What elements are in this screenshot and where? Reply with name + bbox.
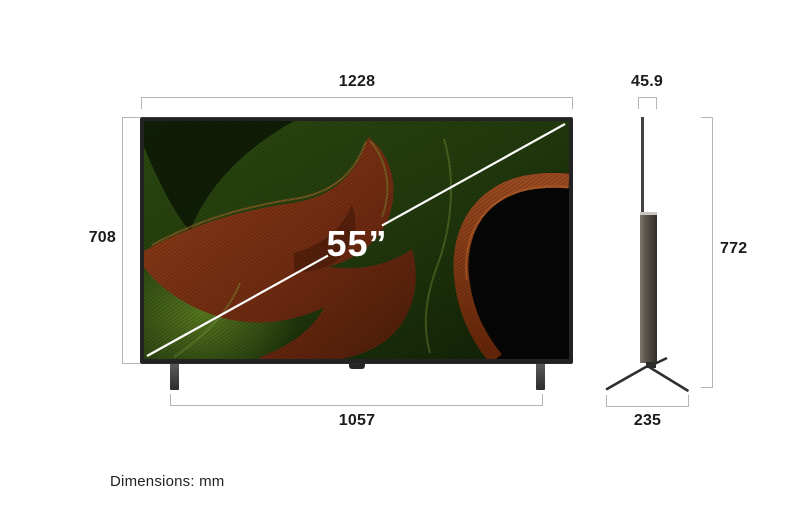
- side-height-bracket: [701, 117, 713, 388]
- side-height-label: 772: [720, 240, 748, 257]
- tv-right-leg: [536, 364, 545, 390]
- diagonal-line: [146, 123, 566, 357]
- front-height-label: 708: [88, 229, 116, 246]
- screen-size-label: 55”: [326, 223, 388, 264]
- front-height-bracket: [122, 117, 140, 364]
- side-depth-label: 45.9: [631, 73, 663, 90]
- base-depth-bracket: [606, 395, 689, 407]
- stand-width-label: 1057: [338, 412, 376, 429]
- side-view-panel: [641, 117, 644, 214]
- front-width-label: 1228: [338, 73, 376, 90]
- tv-bottom-sensor-bump: [349, 364, 365, 369]
- side-view-ledge: [640, 212, 657, 215]
- screen-artwork: [144, 121, 569, 359]
- tv-screen: 55”: [144, 121, 569, 359]
- tv-left-leg: [170, 364, 179, 390]
- front-width-bracket: [141, 97, 573, 109]
- base-depth-label: 235: [633, 412, 662, 429]
- side-view-body: [640, 215, 657, 363]
- stand-width-bracket: [170, 394, 543, 406]
- tv-front-view: 55”: [140, 117, 573, 364]
- side-depth-bracket: [638, 97, 657, 109]
- units-footnote: Dimensions: mm: [110, 473, 225, 490]
- side-view-stand-legs: [605, 357, 689, 392]
